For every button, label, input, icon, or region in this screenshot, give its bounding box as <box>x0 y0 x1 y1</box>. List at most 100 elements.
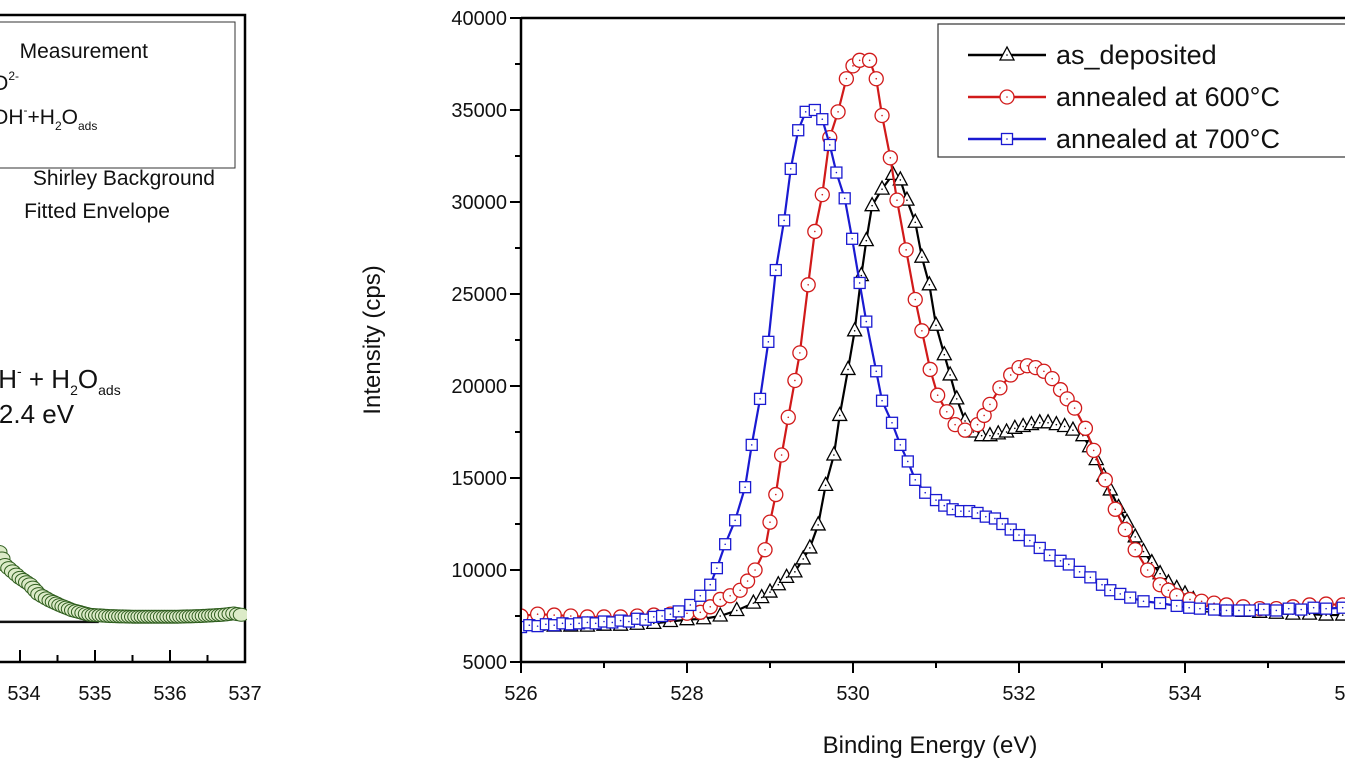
marker-center-dot <box>881 399 883 402</box>
data-point <box>1220 604 1233 617</box>
marker-center-dot <box>1188 606 1190 609</box>
marker-center-dot <box>1028 539 1031 542</box>
data-point <box>909 473 922 486</box>
marker-center-dot <box>1213 608 1215 611</box>
triangle-marker-shape <box>831 406 848 422</box>
marker-center-dot <box>1341 614 1344 616</box>
marker-center-dot <box>852 65 854 67</box>
marker-center-dot <box>1275 609 1278 612</box>
legend-entry: annealed at 600°C <box>968 82 1280 112</box>
marker-center-dot <box>1151 561 1153 564</box>
marker-center-dot <box>1101 583 1103 586</box>
marker-center-dot <box>868 59 871 62</box>
marker-center-dot <box>899 444 902 446</box>
marker-center-dot <box>1026 364 1029 367</box>
marker-center-dot <box>699 611 702 614</box>
marker-center-dot <box>860 274 863 277</box>
data-point <box>684 598 697 612</box>
marker-center-dot <box>719 598 721 601</box>
marker-center-dot <box>1063 425 1066 428</box>
data-point <box>814 186 830 203</box>
data-point <box>853 276 866 290</box>
text-span: Shirley Background <box>33 167 215 190</box>
y-tick-label: 10000 <box>451 560 507 582</box>
data-point <box>830 166 843 179</box>
triangle-marker-shape <box>927 315 945 331</box>
marker-center-dot <box>570 623 572 626</box>
y-tick-label: 25000 <box>451 284 507 306</box>
text-span: 2 <box>70 382 78 398</box>
marker-center-dot <box>1287 607 1290 610</box>
marker-center-dot <box>972 431 975 433</box>
y-tick-label: 5000 <box>463 652 508 674</box>
x-tick-label: 534 <box>7 683 40 705</box>
triangle-marker-shape <box>810 515 827 531</box>
triangle-marker-shape <box>998 45 1016 61</box>
marker-center-dot <box>1225 609 1228 612</box>
marker-center-dot <box>709 583 712 586</box>
marker-center-dot <box>797 129 800 132</box>
data-point <box>773 447 790 463</box>
marker-center-dot <box>847 368 849 371</box>
legend-entry: as_deposited <box>968 40 1217 70</box>
marker-center-dot <box>949 374 951 376</box>
marker-center-dot <box>775 269 777 271</box>
data-point <box>838 71 855 87</box>
marker-center-dot <box>1200 600 1203 603</box>
marker-center-dot <box>586 621 589 624</box>
marker-center-dot <box>817 524 819 526</box>
marker-center-dot <box>744 486 746 489</box>
marker-center-dot <box>1248 609 1251 612</box>
data-point <box>873 179 891 195</box>
data-point <box>1243 604 1256 617</box>
triangle-marker-shape <box>728 601 745 617</box>
data-point <box>1023 534 1036 547</box>
marker-center-dot <box>875 370 878 373</box>
marker-center-dot <box>905 249 907 251</box>
marker-center-dot <box>1300 608 1302 611</box>
marker-center-dot <box>561 622 564 625</box>
triangle-marker-shape <box>921 275 938 291</box>
marker-center-dot <box>821 118 824 120</box>
marker-center-dot <box>1134 536 1136 538</box>
marker-center-dot <box>828 136 831 139</box>
marker-center-dot <box>736 609 738 612</box>
marker-center-dot <box>759 398 761 400</box>
text-span: + H <box>22 364 70 394</box>
data-point <box>792 124 805 137</box>
data-point <box>704 578 717 591</box>
data-point <box>898 242 914 258</box>
data-point <box>861 52 878 68</box>
marker-center-dot <box>954 423 956 426</box>
legend-entry-fitted-envelope: Fitted Envelope <box>24 200 170 223</box>
legend-entry-oh-h2o: OH-+H2Oads <box>0 103 97 133</box>
x-tick-label: 536 <box>1334 683 1345 705</box>
marker-center-dot <box>653 616 655 618</box>
data-point <box>936 345 953 361</box>
marker-center-dot <box>1001 523 1004 525</box>
marker-center-dot <box>716 567 718 569</box>
text-span: ads <box>78 119 97 133</box>
marker-center-dot <box>858 282 861 284</box>
text-span: 2 <box>55 119 62 133</box>
data-point <box>1097 472 1113 488</box>
data-point <box>817 475 834 492</box>
plot-area <box>522 52 1345 634</box>
data-point <box>762 514 778 530</box>
marker-center-dot <box>809 547 811 549</box>
marker-center-dot <box>943 353 946 356</box>
data-point <box>939 404 955 420</box>
marker-center-dot <box>1038 422 1041 424</box>
data-point <box>1086 442 1102 459</box>
legend-entry-shirley: Shirley Background <box>33 167 215 190</box>
x-tick-label: 536 <box>153 683 186 705</box>
marker-center-dot <box>536 625 539 627</box>
marker-center-dot <box>775 493 777 496</box>
data-point <box>1084 571 1097 584</box>
triangle-marker-shape <box>948 389 965 405</box>
marker-center-dot <box>1142 550 1145 553</box>
triangle-marker-shape <box>825 445 842 461</box>
y-tick-label: 20000 <box>451 376 507 398</box>
x-tick-label: 537 <box>228 683 261 705</box>
data-point <box>1044 370 1060 387</box>
